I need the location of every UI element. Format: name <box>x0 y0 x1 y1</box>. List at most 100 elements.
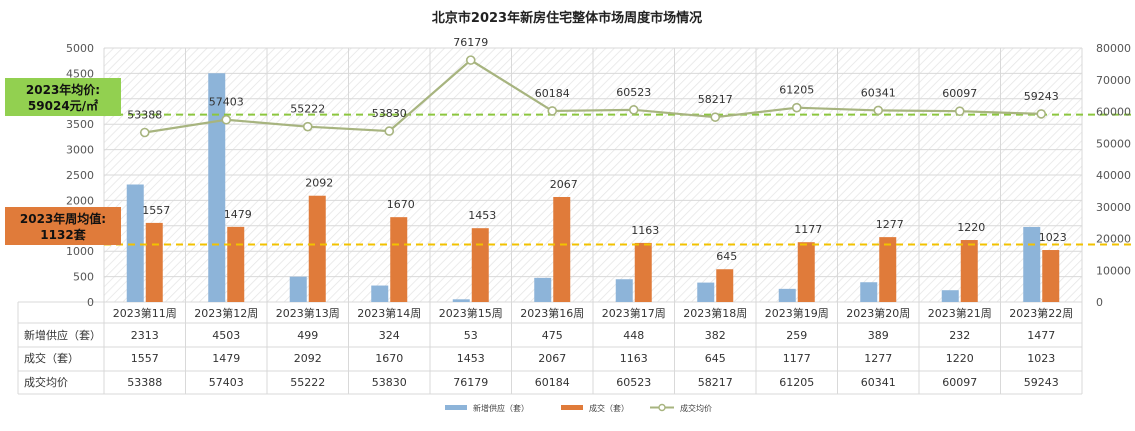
bar-deals <box>471 228 489 302</box>
price-point <box>710 112 721 122</box>
category-label: 2023第21周 <box>928 306 992 320</box>
bar-supply <box>289 276 307 302</box>
line-layer <box>139 55 1047 138</box>
price-point <box>873 105 884 116</box>
y-left-tick-label: 4500 <box>66 67 94 80</box>
bar-supply <box>452 299 470 302</box>
category-label: 2023第14周 <box>357 306 421 320</box>
price-point <box>1036 109 1047 119</box>
price-point <box>547 106 558 116</box>
table-cell: 1670 <box>375 352 403 365</box>
price-data-label: 57403 <box>209 96 244 109</box>
category-label: 2023第15周 <box>439 306 503 320</box>
price-point <box>465 55 476 65</box>
callout-value: 59024元/㎡ <box>28 98 98 113</box>
table-cell: 2313 <box>131 329 159 342</box>
table-cell: 475 <box>542 329 563 342</box>
price-data-label: 58217 <box>698 93 733 106</box>
price-line <box>144 58 1042 134</box>
table-cell: 59243 <box>1024 376 1059 389</box>
deals-data-label: 1177 <box>794 223 822 236</box>
deals-data-label: 1453 <box>468 209 496 222</box>
legend-label: 成交（套） <box>589 403 629 413</box>
table-cell: 232 <box>949 329 970 342</box>
y-right-tick-label: 30000 <box>1096 201 1131 214</box>
category-label: 2023第18周 <box>683 306 747 320</box>
price-data-label: 76179 <box>453 36 488 49</box>
bar-supply <box>1023 226 1041 302</box>
y-left-tick-label: 2000 <box>66 194 94 207</box>
deals-data-label: 1479 <box>224 208 252 221</box>
legend-marker <box>658 403 666 412</box>
price-point <box>628 105 639 115</box>
table-background <box>18 302 1082 394</box>
price-data-label: 53388 <box>127 108 162 121</box>
price-point <box>221 114 232 125</box>
y-right-tick-label: 0 <box>1096 296 1103 309</box>
category-label: 2023第22周 <box>1009 306 1073 320</box>
deals-data-label: 1220 <box>957 221 985 234</box>
price-data-label: 60184 <box>535 87 570 100</box>
price-data-label: 55222 <box>290 103 325 116</box>
table-cell: 389 <box>868 329 889 342</box>
bar-deals <box>960 240 978 302</box>
price-point <box>302 121 313 132</box>
category-label: 2023第17周 <box>602 306 666 320</box>
table-cell: 53830 <box>372 376 407 389</box>
price-point <box>139 127 150 138</box>
callout-label: 2023年周均值: <box>20 211 106 226</box>
table-cell: 324 <box>379 329 400 342</box>
table-cell: 4503 <box>212 329 240 342</box>
price-data-label: 61205 <box>779 84 814 97</box>
table-cell: 60341 <box>861 376 896 389</box>
deals-data-label: 1163 <box>631 224 659 237</box>
table-cell: 1023 <box>1027 352 1055 365</box>
y-left-tick-label: 3000 <box>66 144 94 157</box>
table-cell: 61205 <box>779 376 814 389</box>
table-row-label: 成交（套） <box>24 351 79 365</box>
callout-box <box>5 207 121 245</box>
price-point <box>384 126 395 136</box>
bar-supply <box>371 285 389 302</box>
callouts: 2023年均价:59024元/㎡ 2023年周均值:1132套 <box>5 78 121 245</box>
table-cell: 1453 <box>457 352 485 365</box>
table-cell: 645 <box>705 352 726 365</box>
legend-swatch <box>561 405 583 410</box>
bar-deals <box>227 226 245 302</box>
data-table: 2023第11周 2023第12周 2023第13周 2023第14周 2023第15周… <box>24 306 1073 389</box>
bar-supply <box>778 288 796 302</box>
table-cell: 448 <box>623 329 644 342</box>
y-right-tick-label: 10000 <box>1096 264 1131 277</box>
bar-deals <box>716 269 734 302</box>
y-right-tick-label: 40000 <box>1096 169 1131 182</box>
table-cell: 57403 <box>209 376 244 389</box>
deals-data-label: 1023 <box>1039 231 1067 244</box>
deals-data-label: 1557 <box>142 204 170 217</box>
y-left-tick-label: 3500 <box>66 118 94 131</box>
table-cell: 60184 <box>535 376 570 389</box>
price-point <box>954 106 965 116</box>
price-point <box>791 102 802 113</box>
bar-supply <box>941 290 959 302</box>
bar-deals <box>879 237 897 302</box>
category-label: 2023第11周 <box>113 306 177 320</box>
y-left-tick-label: 2500 <box>66 169 94 182</box>
y-right-tick-label: 70000 <box>1096 74 1131 87</box>
table-cell: 53388 <box>127 376 162 389</box>
price-data-label: 53830 <box>372 107 407 120</box>
category-label: 2023第19周 <box>765 306 829 320</box>
deals-data-label: 645 <box>716 250 737 263</box>
legend-label: 成交均价 <box>680 403 712 413</box>
price-data-label: 59243 <box>1024 90 1059 103</box>
bar-supply <box>126 184 144 302</box>
price-data-label: 60341 <box>861 86 896 99</box>
bar-supply <box>860 282 878 302</box>
bars-layer <box>126 73 1060 303</box>
callout-box <box>5 78 121 116</box>
bar-deals <box>634 242 652 302</box>
table-cell: 53 <box>464 329 478 342</box>
category-label: 2023第20周 <box>846 306 910 320</box>
chart-title: 北京市2023年新房住宅整体市场周度市场情况 <box>432 10 702 26</box>
